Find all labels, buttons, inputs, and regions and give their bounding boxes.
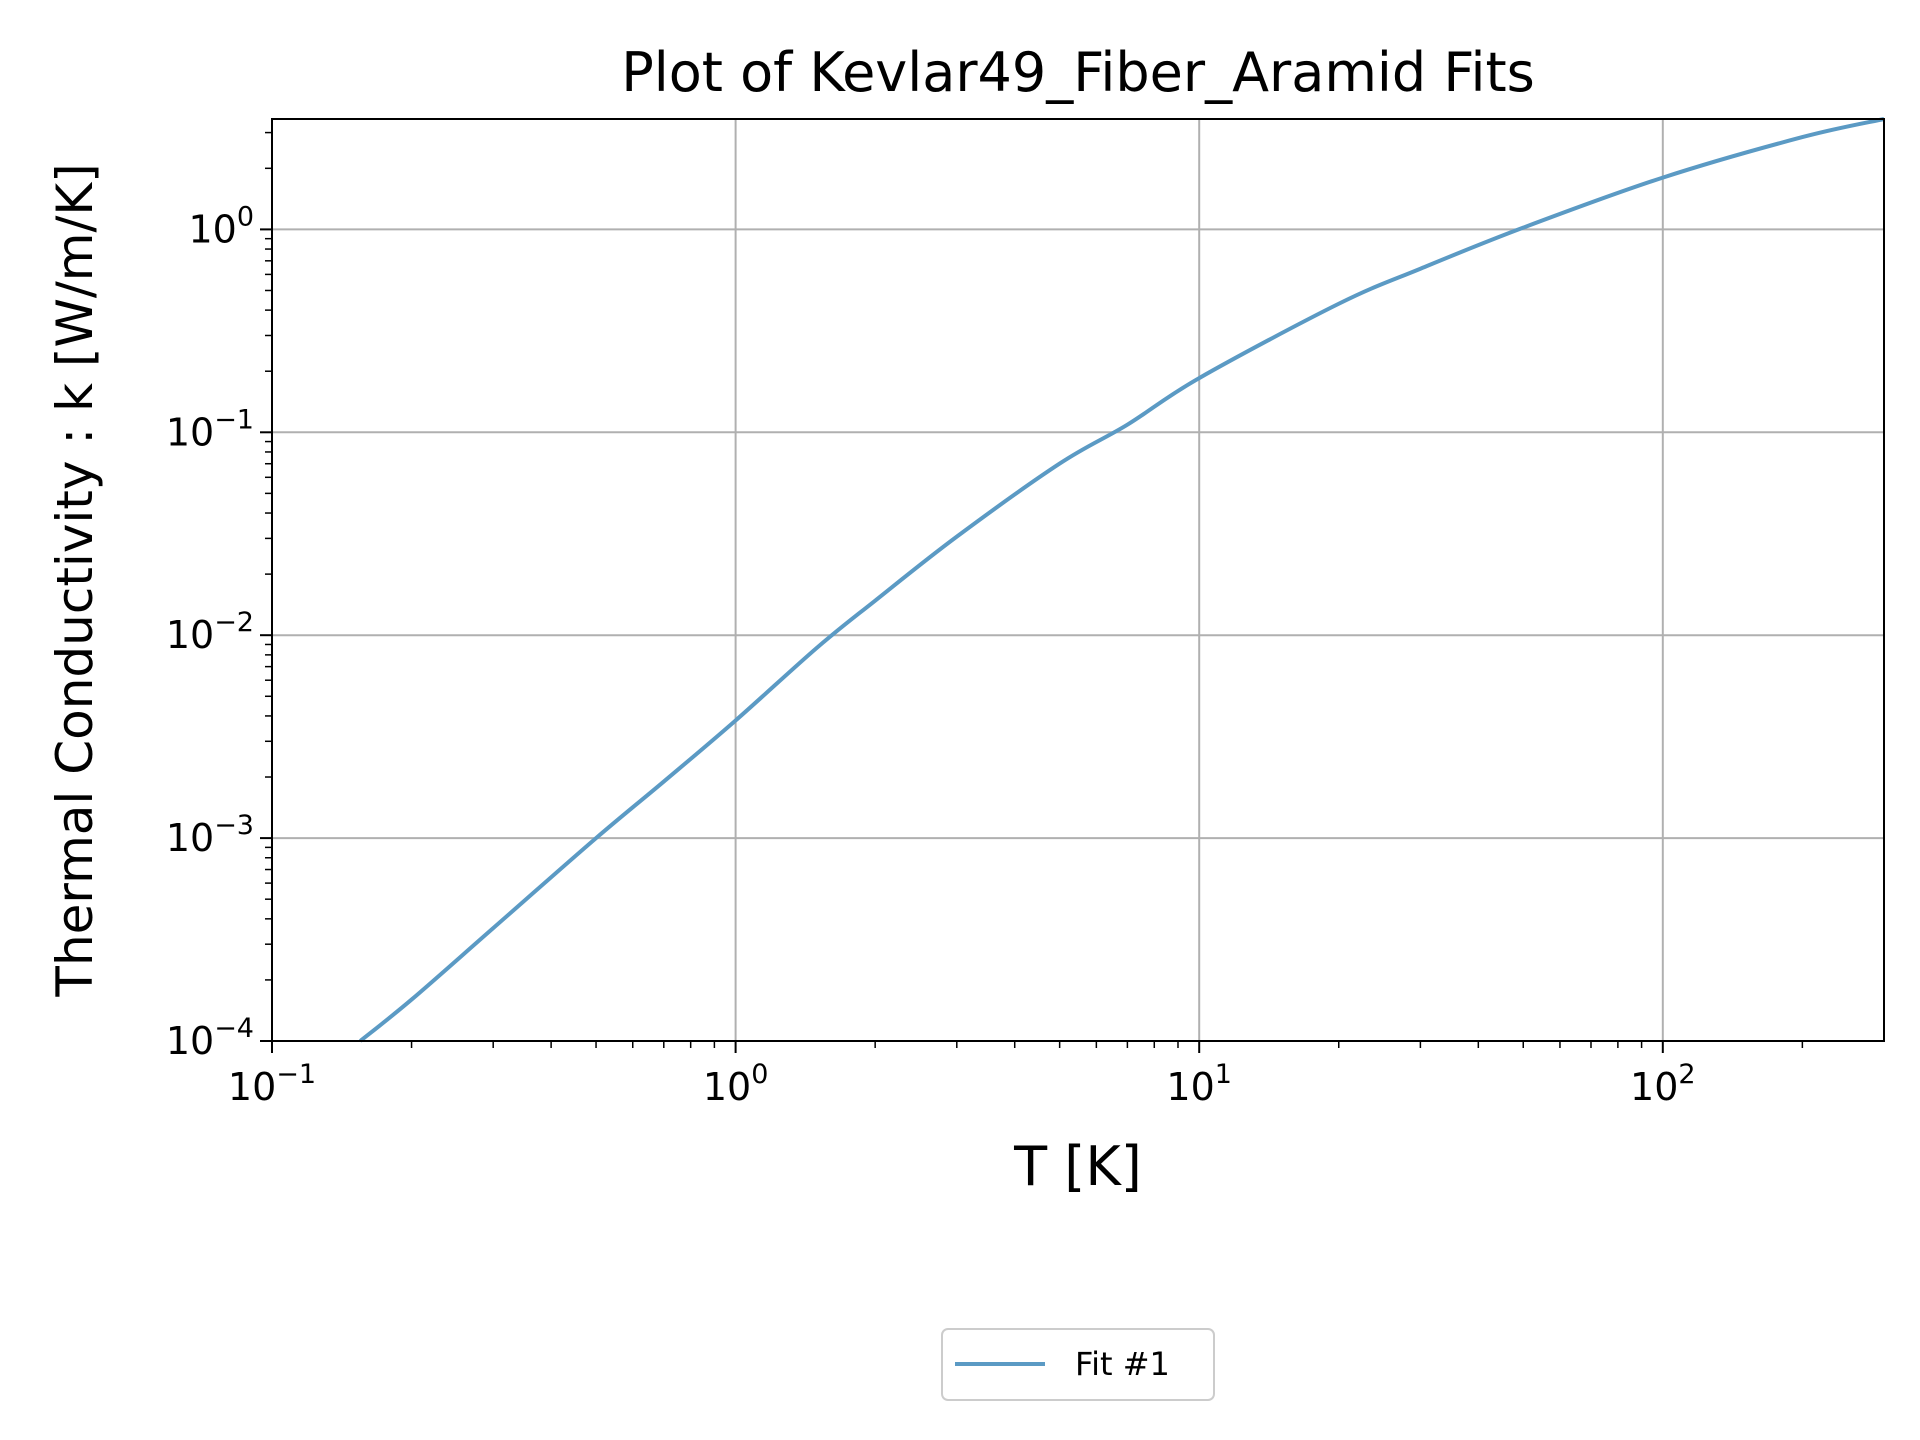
plot-area-frame bbox=[271, 118, 1885, 1042]
x-tick-label: 101 bbox=[1166, 1059, 1232, 1109]
x-tick-label: 102 bbox=[1630, 1059, 1696, 1109]
x-tick-labels: 10−1 100 101 102 bbox=[228, 1059, 1696, 1109]
y-tick-labels: 10−4 10−3 10−2 10−1 100 bbox=[166, 201, 254, 1063]
legend-label-fit-1: Fit #1 bbox=[1075, 1345, 1170, 1383]
y-tick-label: 10−4 bbox=[166, 1013, 254, 1063]
y-axis-label: Thermal Conductivity : k [W/m/K] bbox=[46, 163, 104, 997]
legend: Fit #1 bbox=[941, 1328, 1215, 1401]
legend-frame bbox=[941, 1328, 1215, 1401]
x-axis-label: T [K] bbox=[1013, 1135, 1142, 1198]
series-layer bbox=[358, 117, 1885, 1043]
series-line-fit-1 bbox=[358, 117, 1885, 1043]
x-tick-label: 10−1 bbox=[228, 1059, 316, 1109]
y-tick-label: 100 bbox=[188, 201, 254, 251]
grid-lines bbox=[272, 119, 1884, 1041]
chart-title: Plot of Kevlar49_Fiber_Aramid Fits bbox=[621, 41, 1535, 104]
y-tick-label: 10−3 bbox=[166, 810, 254, 860]
x-tick-label: 100 bbox=[703, 1059, 769, 1109]
minor-ticks bbox=[265, 131, 1804, 1048]
major-ticks bbox=[260, 228, 1664, 1053]
y-tick-label: 10−1 bbox=[166, 404, 254, 454]
y-tick-label: 10−2 bbox=[166, 607, 254, 657]
